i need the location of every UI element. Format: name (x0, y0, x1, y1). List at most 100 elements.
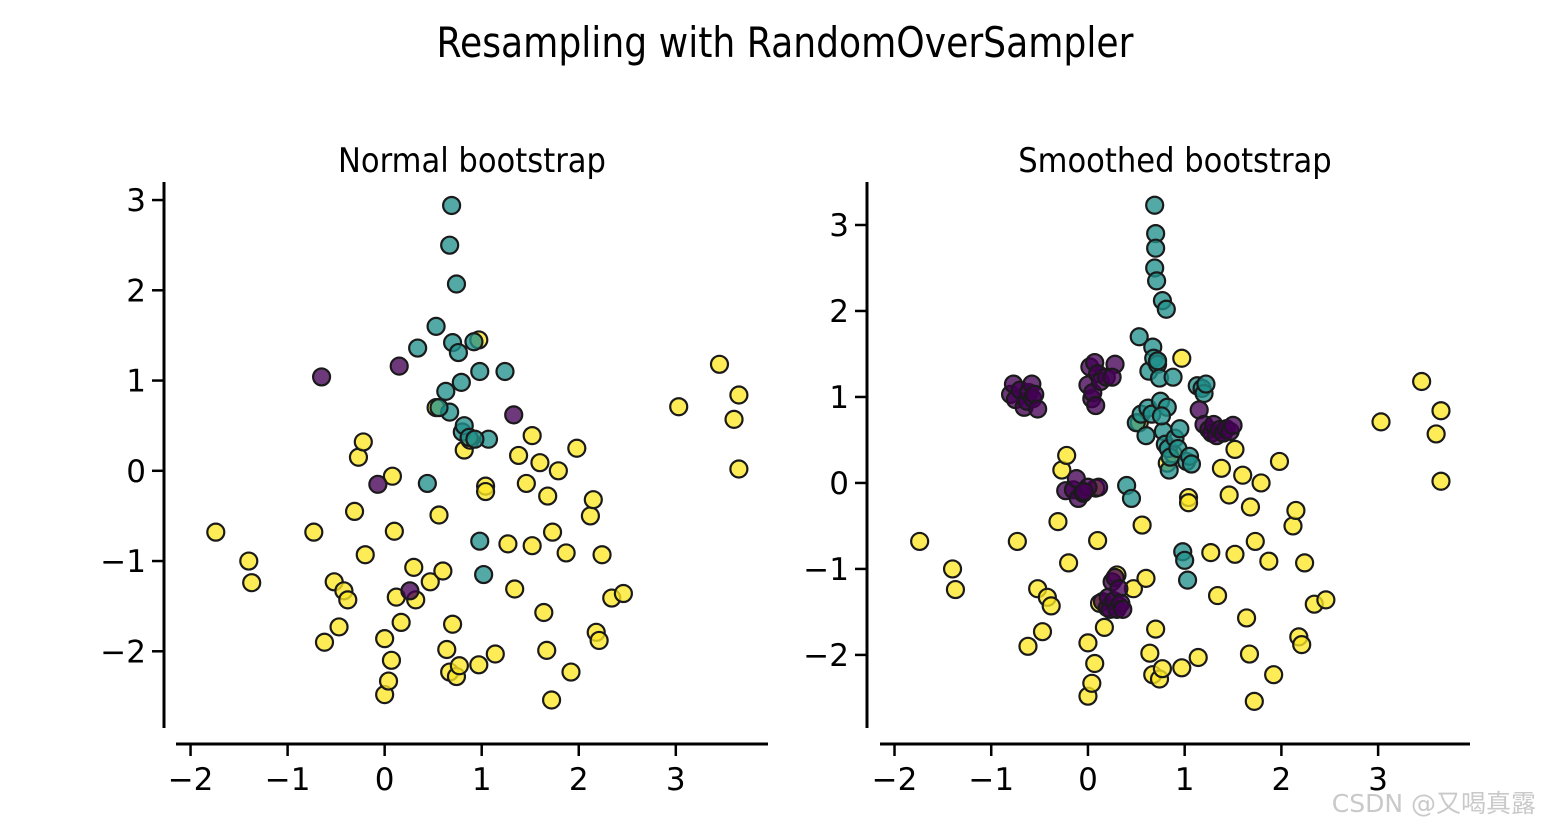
data-point-class2 (1225, 439, 1245, 460)
data-point-class2 (1088, 530, 1108, 551)
data-point-class2 (1057, 445, 1077, 466)
data-point-class2 (1211, 458, 1232, 478)
data-point-class2 (1233, 465, 1253, 485)
data-point-class2 (516, 473, 536, 494)
data-point-class1 (440, 235, 460, 255)
data-point-class1 (1196, 374, 1216, 394)
data-point-class2 (442, 614, 463, 634)
data-point-class2 (433, 561, 453, 581)
data-point-class1 (1175, 550, 1195, 570)
data-point-class2 (724, 409, 744, 429)
data-point-class2 (1239, 644, 1260, 664)
data-point-class2 (561, 662, 581, 682)
data-point-class1 (1136, 426, 1156, 446)
data-point-class2 (1295, 553, 1315, 573)
data-point-class2 (729, 459, 749, 479)
points-group (206, 195, 749, 710)
ticks-group: −2 −1 0 1 2 3 −2 −1 0 1 2 3 (100, 183, 685, 798)
data-point-class2 (329, 617, 349, 637)
data-point-class2 (1178, 493, 1199, 513)
data-point-class2 (1146, 619, 1166, 639)
data-point-class0 (400, 581, 420, 601)
data-point-class2 (384, 521, 404, 541)
data-point-class2 (449, 656, 469, 676)
x-tick-label: −1 (968, 762, 1014, 798)
y-tick-label: −2 (100, 634, 146, 670)
data-point-class2 (206, 522, 226, 542)
data-point-class2 (338, 590, 358, 610)
x-tick-label: 2 (1272, 762, 1292, 798)
data-point-class2 (475, 481, 496, 502)
data-point-class1 (1129, 327, 1149, 347)
data-point-class2 (404, 557, 424, 577)
data-point-class1 (1121, 488, 1142, 509)
data-point-class2 (1172, 658, 1192, 678)
data-point-class2 (556, 543, 576, 563)
data-point-class2 (1085, 653, 1105, 674)
x-tick-label: 3 (1368, 762, 1388, 798)
data-point-class1 (446, 274, 467, 294)
data-point-class2 (534, 602, 554, 623)
data-point-class2 (1059, 553, 1079, 573)
data-point-class1 (1145, 195, 1165, 215)
data-point-class2 (1245, 531, 1265, 552)
data-point-class2 (1041, 596, 1061, 616)
data-point-class2 (437, 639, 457, 660)
data-point-class2 (391, 612, 411, 633)
data-point-class2 (1412, 371, 1432, 392)
data-point-class2 (1188, 647, 1208, 668)
data-point-class0 (1028, 399, 1048, 419)
data-point-class2 (1140, 643, 1160, 663)
data-point-class2 (1431, 401, 1451, 421)
data-point-class2 (485, 644, 505, 664)
data-point-class1 (1151, 406, 1172, 426)
subplot-title: Smoothed bootstrap (1018, 140, 1331, 180)
data-point-class2 (1264, 665, 1284, 685)
x-tick-label: −1 (265, 762, 311, 798)
data-point-class2 (314, 632, 335, 652)
data-point-class0 (1086, 395, 1106, 416)
x-tick-label: 0 (375, 762, 395, 798)
data-point-class2 (1292, 634, 1312, 655)
y-tick-label: 3 (829, 208, 849, 244)
data-point-class2 (375, 629, 395, 649)
data-point-class0 (1223, 415, 1243, 435)
data-point-class2 (378, 671, 399, 691)
data-point-class1 (474, 564, 494, 585)
data-point-class1 (436, 381, 456, 401)
data-point-class2 (522, 425, 542, 446)
data-point-class2 (1007, 531, 1027, 552)
data-point-class2 (344, 501, 365, 522)
data-point-class2 (592, 545, 612, 565)
data-point-class2 (1431, 471, 1451, 491)
data-point-class1 (1170, 419, 1190, 439)
data-point-class2 (382, 466, 403, 486)
data-point-class2 (355, 545, 375, 565)
data-point-class2 (1240, 497, 1261, 517)
data-point-class2 (567, 438, 587, 458)
y-tick-label: 2 (829, 294, 849, 330)
data-point-class2 (1236, 608, 1257, 628)
data-point-class1 (426, 316, 446, 336)
data-point-class0 (1102, 367, 1122, 387)
y-tick-label: 0 (126, 454, 146, 490)
data-point-class2 (580, 506, 601, 526)
data-point-class1 (495, 361, 515, 382)
data-point-class2 (541, 690, 562, 710)
data-point-class1 (1147, 271, 1167, 291)
data-point-class2 (469, 655, 489, 675)
data-point-class1 (470, 361, 490, 382)
data-point-class2 (530, 453, 550, 473)
watermark: CSDN @又喝真露 (1331, 789, 1536, 818)
x-tick-label: 1 (1175, 762, 1195, 798)
y-tick-label: 1 (829, 380, 849, 416)
data-point-class0 (389, 356, 409, 376)
data-point-class1 (1181, 454, 1202, 474)
data-point-class1 (1177, 570, 1198, 590)
data-point-class2 (1225, 544, 1245, 564)
data-point-class2 (1269, 451, 1290, 472)
data-point-class2 (942, 559, 963, 579)
data-point-class1 (1156, 299, 1176, 319)
data-point-class2 (1201, 542, 1221, 563)
data-point-class2 (669, 397, 689, 417)
